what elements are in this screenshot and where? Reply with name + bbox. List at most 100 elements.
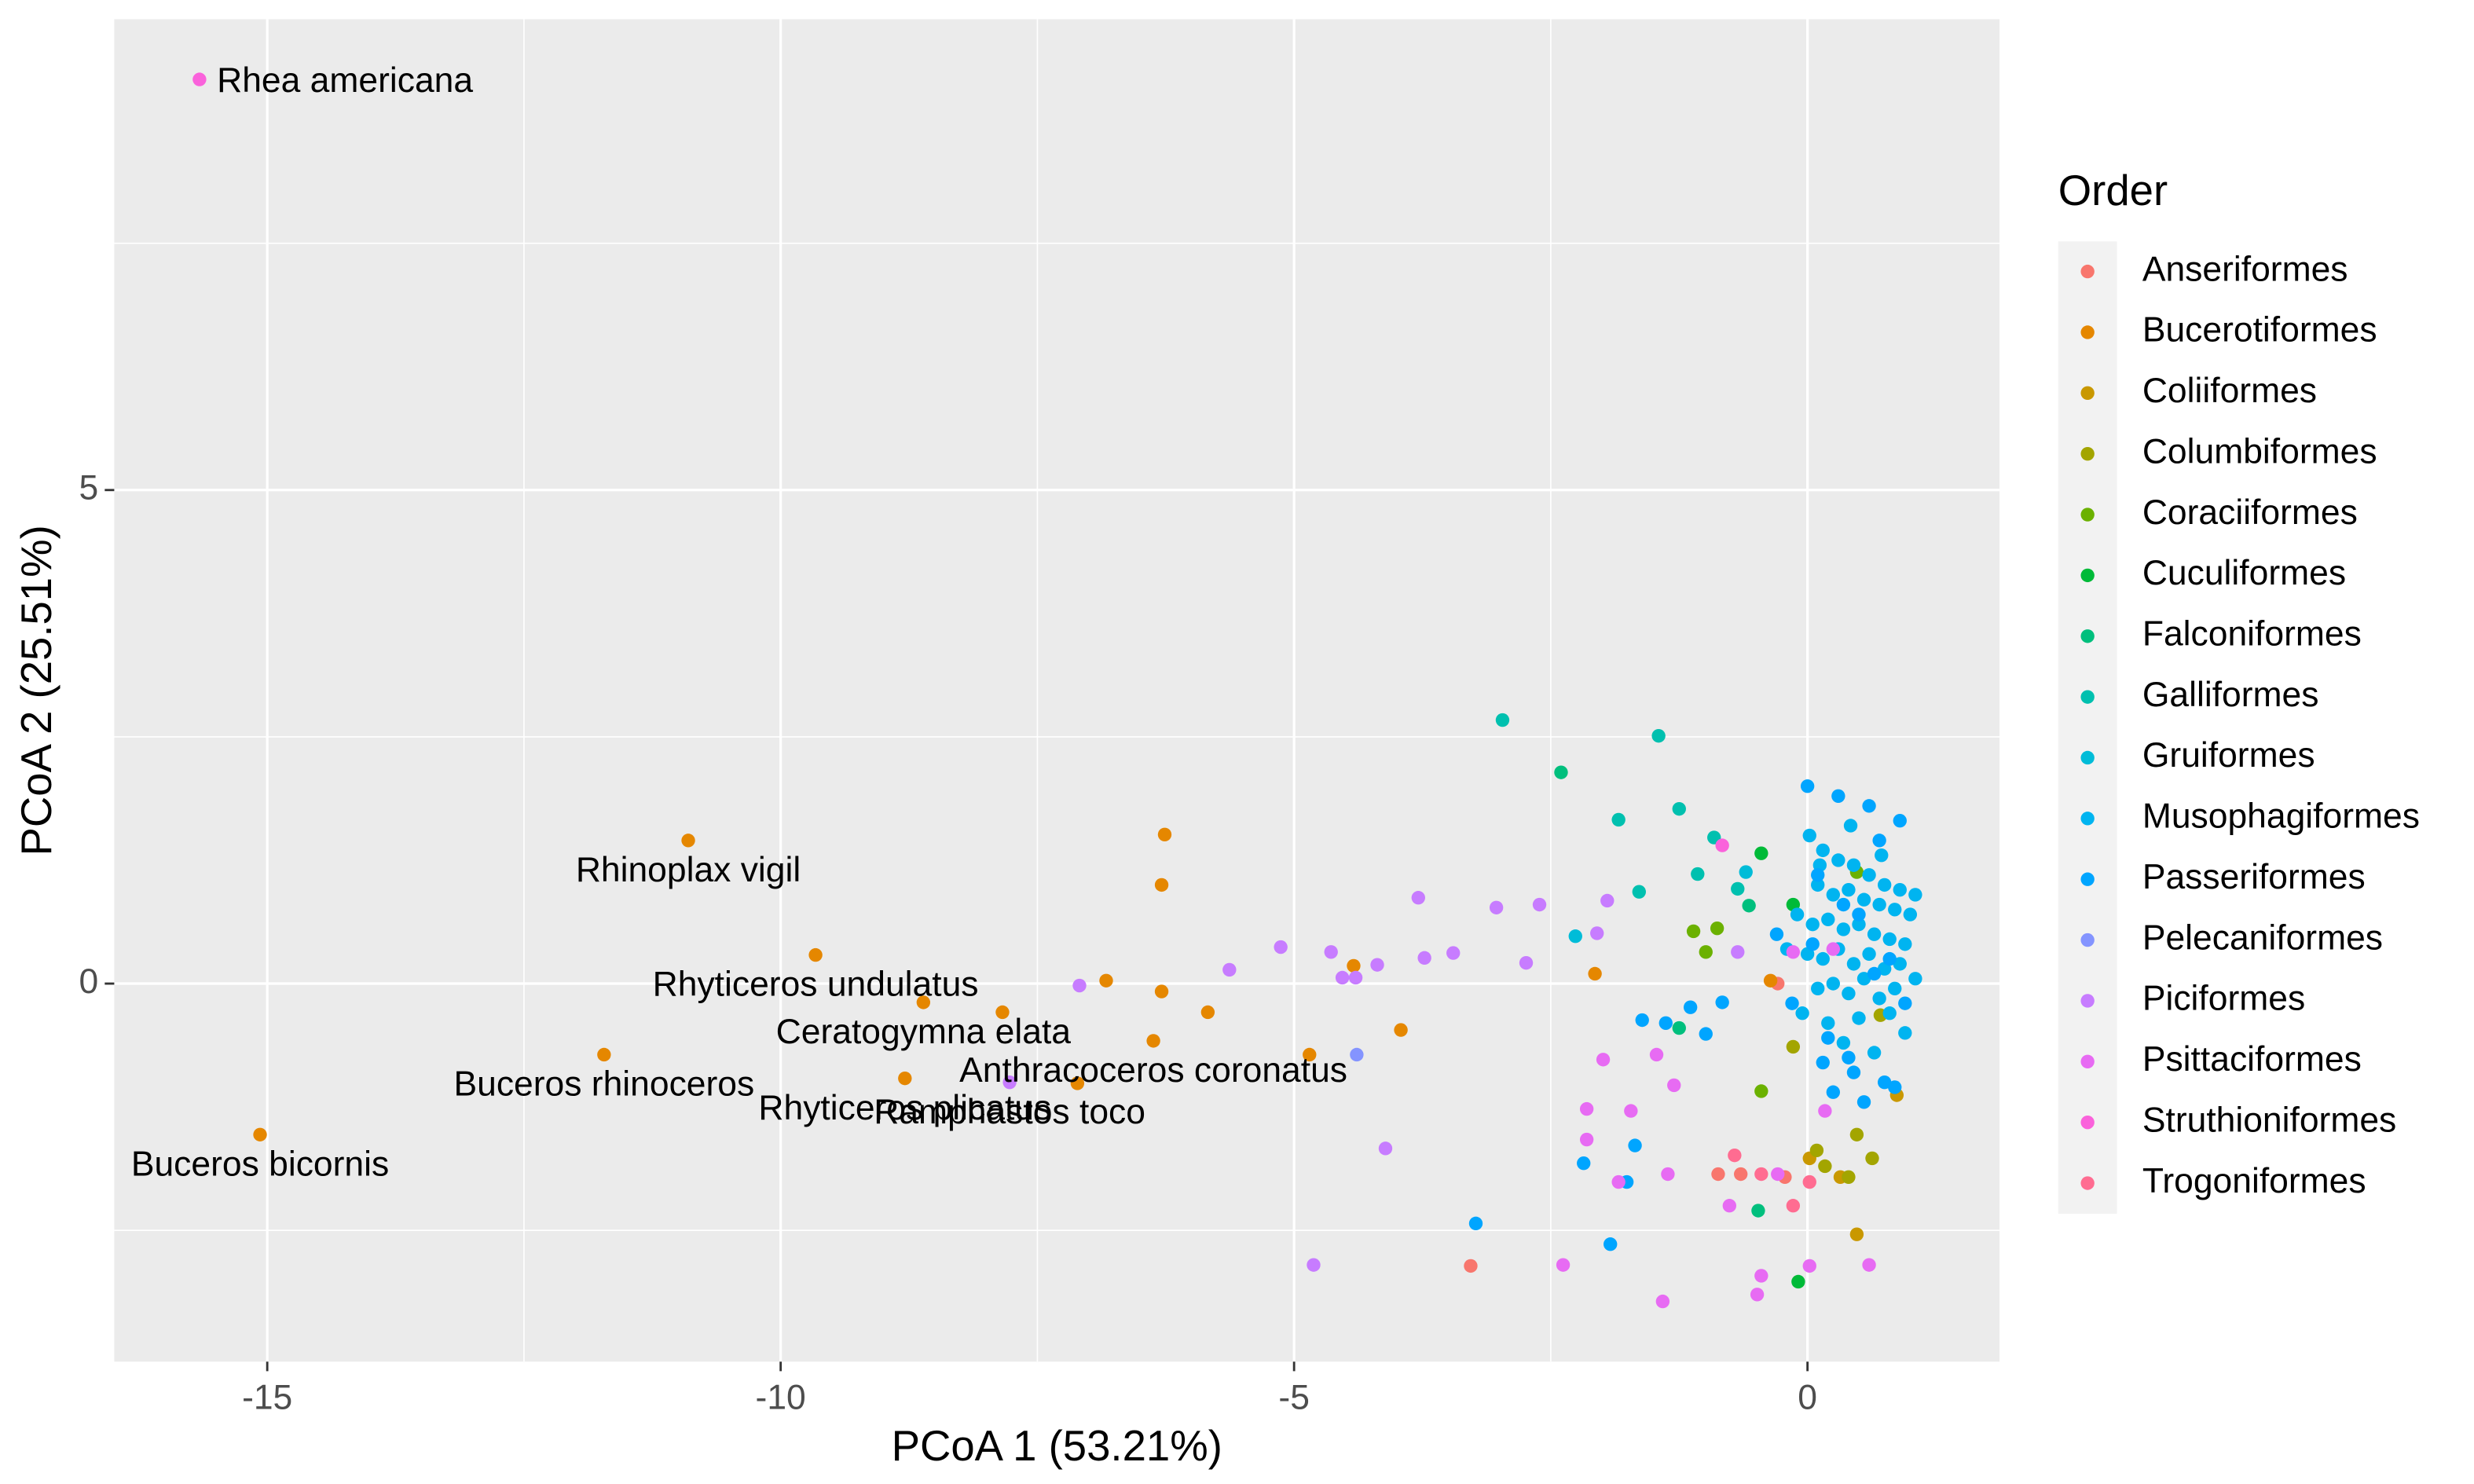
- legend-key: [2080, 690, 2095, 704]
- point: [1856, 892, 1871, 907]
- x-tick-label: -10: [756, 1378, 806, 1416]
- point: [1667, 1078, 1681, 1093]
- point: [1898, 996, 1912, 1010]
- point-label: Rhyticeros plicatus: [758, 1089, 1051, 1127]
- point: [1624, 1104, 1638, 1118]
- legend-key: [2080, 812, 2095, 826]
- y-tick-label: 5: [79, 469, 99, 507]
- point: [1852, 1011, 1866, 1025]
- point: [1611, 1174, 1626, 1189]
- legend-key: [2080, 629, 2095, 643]
- x-axis-title: PCoA 1 (53.21%): [892, 1422, 1222, 1470]
- point: [1836, 922, 1851, 936]
- legend-label: Passeriformes: [2142, 858, 2366, 896]
- point: [1754, 1269, 1768, 1283]
- point: [1600, 893, 1615, 908]
- point: [1742, 899, 1756, 913]
- point: [1846, 858, 1861, 872]
- point: [1842, 1050, 1856, 1064]
- legend-label: Galliformes: [2142, 676, 2319, 714]
- point-label: Buceros bicornis: [131, 1145, 389, 1183]
- point: [1754, 1084, 1768, 1098]
- legend-label: Pelecaniformes: [2142, 918, 2383, 957]
- point: [1877, 1075, 1892, 1090]
- point: [1785, 996, 1799, 1010]
- point-label: Rhinoplax vigil: [576, 851, 801, 889]
- legend-label: Anseriformes: [2142, 250, 2348, 288]
- point: [1836, 1035, 1851, 1050]
- point: [1862, 868, 1876, 882]
- point: [1699, 1027, 1713, 1041]
- point: [1307, 1258, 1321, 1272]
- point: [1568, 929, 1582, 944]
- point: [1731, 945, 1745, 959]
- point: [1632, 885, 1646, 899]
- point: [1489, 900, 1504, 914]
- legend-key: [2080, 750, 2095, 765]
- point: [1867, 966, 1882, 981]
- point: [1754, 1167, 1768, 1182]
- point: [1862, 1258, 1876, 1272]
- legend-label: Bucerotiformes: [2142, 311, 2377, 350]
- legend-label: Coliiformes: [2142, 372, 2317, 410]
- point: [1157, 827, 1172, 841]
- point: [1826, 888, 1841, 902]
- point: [1596, 1053, 1611, 1067]
- point: [1579, 1101, 1594, 1116]
- point: [1809, 1143, 1824, 1158]
- point: [1888, 981, 1902, 995]
- point: [1826, 942, 1841, 956]
- legend-key: [2080, 386, 2095, 401]
- point: [1739, 865, 1753, 879]
- point: [1908, 972, 1922, 986]
- point: [1728, 1148, 1742, 1163]
- point: [1846, 1065, 1861, 1079]
- point: [1842, 1170, 1856, 1184]
- legend-label: Trogoniformes: [2142, 1162, 2366, 1200]
- point: [1842, 986, 1856, 1001]
- point: [1826, 1085, 1841, 1099]
- point: [1818, 1159, 1832, 1174]
- point: [1146, 1034, 1160, 1048]
- point: [1872, 991, 1886, 1006]
- point-label: Rhea americana: [217, 61, 473, 100]
- point: [1786, 1039, 1801, 1054]
- point: [1651, 728, 1666, 743]
- point: [1672, 801, 1686, 816]
- point: [1154, 878, 1169, 892]
- point: [192, 72, 207, 86]
- point: [1468, 1216, 1483, 1231]
- point: [1786, 945, 1801, 959]
- point: [1795, 1006, 1809, 1020]
- point: [1649, 1047, 1664, 1062]
- legend-key-background: [2058, 241, 2117, 1215]
- point-label: Buceros rhinoceros: [454, 1065, 755, 1104]
- point: [1805, 917, 1820, 932]
- point: [1672, 1020, 1686, 1035]
- point: [1715, 995, 1729, 1009]
- point: [1821, 1016, 1835, 1030]
- point: [1464, 1259, 1478, 1273]
- point: [1877, 878, 1892, 892]
- point: [916, 995, 931, 1009]
- point: [681, 834, 695, 848]
- point: [1805, 937, 1820, 951]
- point: [1821, 912, 1835, 927]
- point: [1865, 1151, 1879, 1166]
- point: [1791, 1274, 1805, 1289]
- legend-label: Coraciiformes: [2142, 493, 2358, 532]
- point: [1872, 834, 1886, 848]
- point: [995, 1005, 1010, 1020]
- point: [1303, 1047, 1317, 1062]
- point: [1002, 1075, 1017, 1090]
- legend-key: [2080, 933, 2095, 947]
- point: [1763, 973, 1778, 988]
- point: [1754, 846, 1768, 860]
- point: [1842, 882, 1856, 897]
- point: [1816, 843, 1830, 858]
- points: Rhinoplax vigil Rhyticeros undulatus Cerat…: [131, 61, 1922, 1309]
- point: [1769, 927, 1784, 941]
- panel: [114, 19, 2000, 1362]
